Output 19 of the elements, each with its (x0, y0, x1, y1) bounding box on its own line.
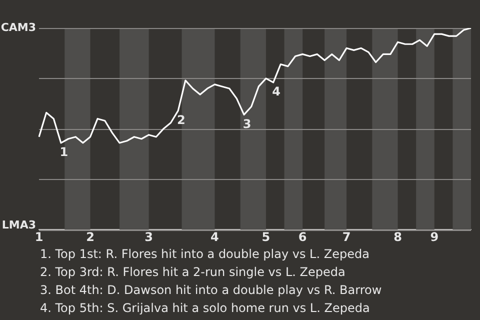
x-tick-label: 5 (262, 230, 270, 244)
x-tick-label: 7 (342, 230, 351, 244)
text: 4. Top 5th: S. Grijalva hit a solo home run vs L. Zepeda (40, 300, 371, 317)
x-tick-label: 2 (86, 230, 94, 244)
text: LMA3 (2, 218, 36, 232)
annotation: 1 (60, 145, 68, 160)
x-tick-label: 6 (298, 230, 307, 244)
annotation: 4 (272, 84, 280, 99)
x-tick-label: 3 (144, 230, 154, 244)
x-tick-label: 8 (394, 230, 402, 244)
text: 2. Top 3rd: R. Flores hit a 2-run single vs L. Zepeda (40, 264, 346, 281)
x-tick-label: 9 (430, 230, 439, 244)
x-tick-label: 1 (34, 230, 44, 244)
text: 3. Bot 4th: D. Dawson hit into a double play vs R. Barrow (40, 282, 382, 299)
text: 1. Top 1st: R. Flores hit into a double play vs L. Zepeda (40, 246, 370, 263)
annotation: 2 (176, 112, 186, 127)
annotation: 3 (242, 116, 252, 131)
x-tick-label: 4 (210, 230, 219, 244)
text: CAM3 (0, 20, 36, 34)
